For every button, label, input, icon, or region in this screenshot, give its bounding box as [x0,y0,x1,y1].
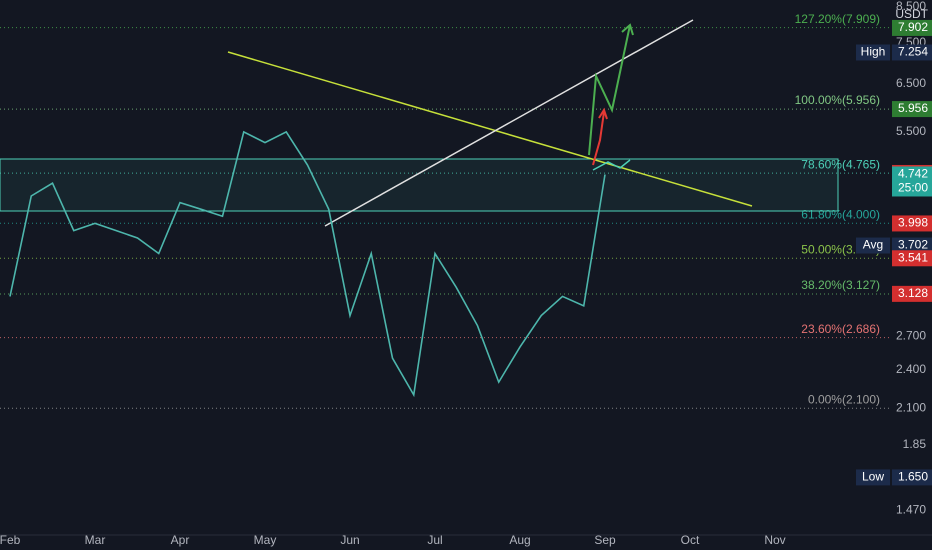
price-label: 1.650 [898,470,928,484]
price-tag-box [856,237,890,254]
price-label-box [892,215,932,232]
price-tag-box [856,469,890,486]
price-label-box [892,237,932,254]
x-tick-label: Nov [764,533,785,547]
y-tick-label: 1.470 [896,503,926,517]
y-tick-label: 2.100 [896,400,926,414]
fib-label: 38.20%(3.127) [801,278,880,292]
price-label: 7.254 [898,45,928,59]
price-label: 3.128 [898,286,928,300]
quote-unit: USDT [895,7,928,21]
fib-label: 78.60%(4.765) [801,157,880,171]
arrow-head [621,23,634,36]
price-label: 7.902 [898,20,928,34]
x-tick-label: Jun [340,533,359,547]
y-tick-label: 8.500 [896,0,926,13]
x-tick-label: Feb [0,533,21,547]
price-tag: Low [862,470,884,484]
fib-label: 100.00%(5.956) [795,93,880,107]
zone-box [0,158,839,212]
y-tick-label: 1.85 [903,437,927,451]
y-tick-label: 5.500 [896,124,926,138]
y-tick-label: 6.500 [896,76,926,90]
price-line [9,130,606,398]
price-label: 3.541 [898,250,928,264]
x-tick-label: Apr [171,533,190,547]
price-label-box [892,469,932,486]
price-label-box [892,250,932,267]
x-tick-label: Sep [594,533,616,547]
trend-line [227,51,753,207]
price-label-box [892,166,932,197]
x-tick-label: May [254,533,277,547]
price-tag: Avg [863,238,883,252]
countdown: 25:00 [898,181,928,195]
price-label: 3.702 [898,238,928,252]
price-tag-box [856,44,890,61]
fib-label: 23.60%(2.686) [801,322,880,336]
x-tick-label: Jul [427,533,442,547]
trend-line [324,19,694,227]
x-tick-label: Mar [85,533,106,547]
price-label-box [892,19,932,36]
price-label-box [892,44,932,61]
price-label: 4.742 [898,167,928,181]
price-label: 3.998 [898,216,928,230]
price-label: 5.956 [898,101,928,115]
x-tick-label: Oct [681,533,700,547]
drawings [0,19,839,227]
projection-path [592,159,631,171]
price-label-box [892,101,932,118]
price-tag: High [861,45,886,59]
arrow-path [588,24,631,156]
fib-label: 127.20%(7.909) [795,12,880,26]
price-axis [890,0,932,535]
y-tick-label: 2.700 [896,328,926,342]
arrow-head [598,107,608,120]
y-tick-label: 2.400 [896,362,926,376]
price-label-box [892,285,932,302]
x-tick-label: Aug [509,533,530,547]
arrow-path [592,111,605,166]
fib-label: 0.00%(2.100) [808,392,880,406]
